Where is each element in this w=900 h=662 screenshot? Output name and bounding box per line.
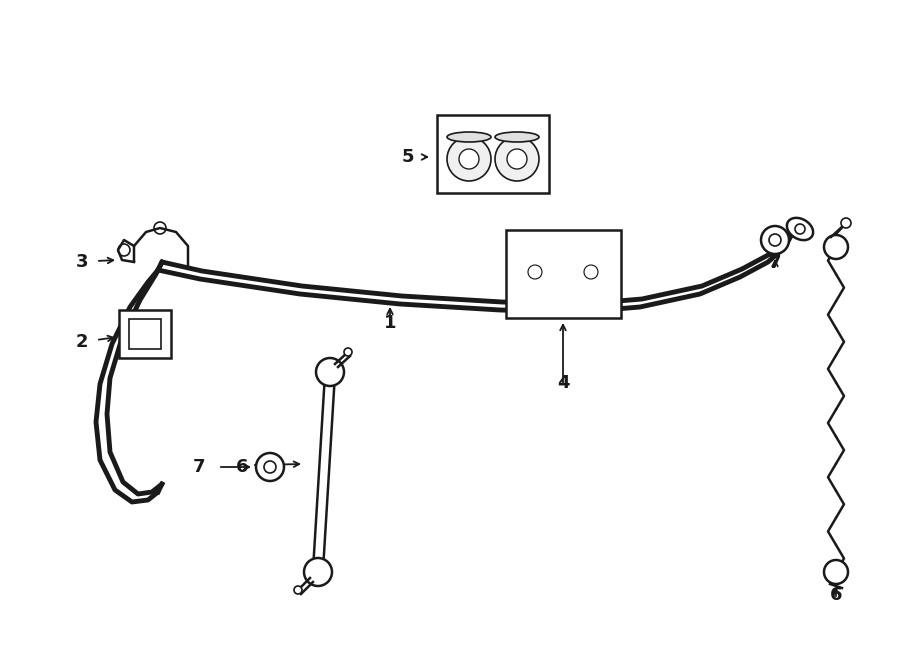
Circle shape — [316, 358, 344, 386]
Circle shape — [824, 560, 848, 584]
Bar — [506, 230, 620, 318]
Text: 7: 7 — [769, 254, 781, 272]
Ellipse shape — [447, 132, 491, 142]
Text: 7: 7 — [193, 458, 205, 476]
Text: 1: 1 — [383, 314, 396, 332]
Circle shape — [824, 235, 848, 259]
Circle shape — [256, 453, 284, 481]
Bar — [129, 319, 161, 349]
Bar — [119, 310, 171, 358]
Text: 6: 6 — [830, 586, 842, 604]
Text: 4: 4 — [557, 374, 569, 392]
Circle shape — [304, 558, 332, 586]
Ellipse shape — [787, 218, 813, 240]
Circle shape — [447, 137, 491, 181]
Circle shape — [507, 149, 527, 169]
Circle shape — [344, 348, 352, 356]
Circle shape — [294, 586, 302, 594]
Circle shape — [495, 137, 539, 181]
Text: 3: 3 — [76, 253, 88, 271]
Text: 5: 5 — [401, 148, 414, 166]
Circle shape — [841, 218, 851, 228]
Circle shape — [459, 149, 479, 169]
Circle shape — [761, 226, 789, 254]
Ellipse shape — [495, 132, 539, 142]
Text: 6: 6 — [236, 458, 248, 476]
Bar — [437, 115, 549, 193]
Text: 2: 2 — [76, 333, 88, 351]
